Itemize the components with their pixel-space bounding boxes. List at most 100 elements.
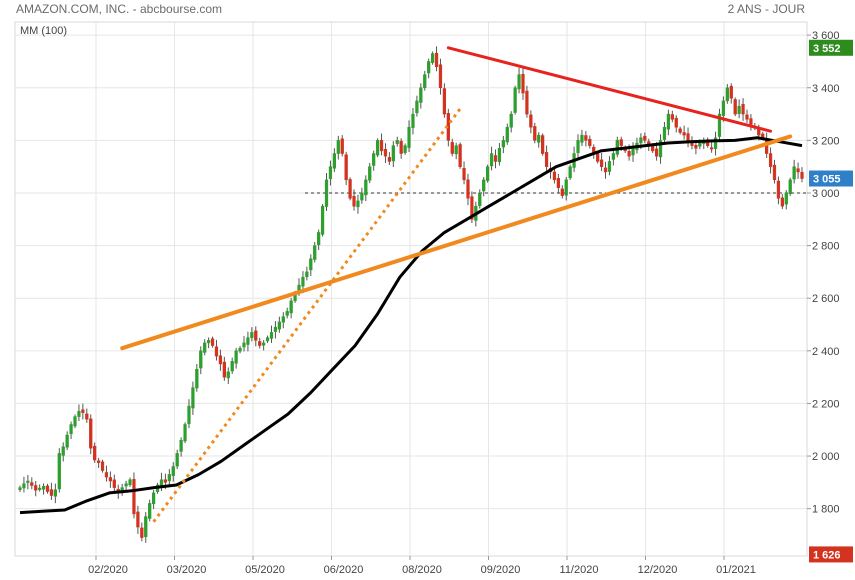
period-label: 2 ANS - JOUR	[727, 2, 805, 16]
candle-up	[324, 179, 329, 207]
candle-down	[81, 409, 85, 413]
candle-down	[140, 527, 144, 538]
candle-up	[615, 140, 619, 155]
candle-up	[509, 113, 513, 128]
candle-down	[93, 445, 97, 461]
candle-up	[427, 61, 431, 74]
candle-up	[171, 466, 175, 476]
candle-down	[214, 346, 219, 357]
y-tick-label: 2 200	[812, 398, 840, 410]
candle-up	[238, 347, 242, 352]
x-tick-label: 12/2020	[638, 564, 678, 576]
candle-down	[733, 99, 737, 115]
candle-down	[218, 355, 223, 365]
candle-up	[517, 74, 521, 90]
candle-up	[77, 411, 81, 417]
price-badge	[809, 39, 853, 56]
candle-down	[643, 135, 647, 141]
candle-up	[148, 503, 152, 519]
moving-average-line	[19, 136, 803, 515]
candle-up	[537, 134, 541, 143]
candle-up	[564, 179, 568, 196]
y-tick-label: 3 200	[812, 135, 840, 147]
candle-up	[226, 371, 230, 379]
candle-up	[269, 332, 274, 339]
candle-up	[639, 137, 643, 144]
candle-down	[800, 172, 804, 179]
candle-up	[576, 140, 580, 153]
candle-up	[65, 434, 69, 448]
candle-up	[22, 483, 26, 489]
candle-down	[34, 485, 38, 491]
candle-up	[607, 161, 612, 172]
candle-down	[383, 149, 388, 157]
x-tick-label: 05/2020	[245, 564, 285, 576]
candle-up	[250, 332, 254, 338]
candle-down	[678, 128, 682, 133]
candle-up	[332, 153, 336, 169]
candle-up	[717, 113, 722, 137]
candle-down	[163, 479, 168, 483]
candle-up	[721, 100, 726, 116]
candle-up	[505, 126, 509, 143]
candle-up	[301, 276, 305, 287]
candle-down	[100, 461, 105, 471]
candle-up	[281, 316, 285, 323]
candle-down	[741, 103, 745, 115]
candle-down	[627, 151, 631, 157]
candle-up	[403, 145, 407, 153]
candle-down	[442, 88, 447, 115]
candle-down	[596, 153, 600, 162]
candle-down	[85, 413, 89, 420]
candle-up	[151, 492, 156, 505]
candle-down	[470, 196, 474, 220]
candle-down	[765, 139, 769, 154]
y-tick-label: 1 800	[812, 504, 840, 516]
y-tick-label: 2 800	[812, 241, 840, 253]
candle-up	[289, 300, 293, 314]
chart-title: AMAZON.COM, INC. - abcbourse.com	[16, 2, 223, 16]
candle-down	[387, 157, 392, 162]
candle-up	[666, 113, 671, 130]
candle-up	[285, 311, 289, 316]
price-badges: 3 552 3 055 1 626	[809, 39, 853, 563]
price-badge	[809, 170, 853, 187]
candle-down	[674, 117, 678, 128]
candle-down	[399, 140, 403, 154]
x-tick-label: 06/2020	[324, 564, 364, 576]
candle-up	[317, 232, 321, 246]
y-tick-label: 2 400	[812, 346, 840, 358]
candle-up	[725, 87, 729, 102]
x-tick-label: 03/2020	[167, 564, 207, 576]
candle-up	[698, 142, 702, 147]
candle-down	[670, 114, 674, 120]
candle-down	[210, 338, 215, 346]
candle-up	[230, 361, 234, 372]
y-axis: 3 600 3 400 3 200 3 000 2 800 2 600 2 400 2 200…	[807, 30, 840, 516]
candle-down	[340, 138, 344, 154]
candle-down	[603, 167, 608, 173]
candle-up	[203, 342, 207, 353]
candle-up	[320, 205, 325, 235]
candle-up	[18, 487, 22, 490]
candle-up	[611, 153, 616, 160]
candle-down	[132, 479, 136, 515]
candle-up	[38, 487, 42, 490]
candle-up	[568, 166, 572, 179]
candle-up	[328, 166, 333, 179]
candle-down	[541, 135, 545, 154]
candle-up	[183, 424, 187, 442]
candle-up	[356, 200, 360, 208]
candle-down	[556, 178, 560, 188]
candlestick-series	[18, 46, 804, 543]
candle-down	[344, 154, 348, 181]
candle-up	[478, 192, 482, 206]
candle-up	[737, 105, 741, 114]
candle-up	[662, 126, 667, 140]
candle-up	[513, 87, 517, 113]
price-badge-label: 1 626	[813, 549, 841, 561]
candle-down	[458, 144, 462, 167]
candle-down	[96, 460, 101, 463]
y-tick-label: 3 000	[812, 188, 840, 200]
indicator-label: MM (100)	[20, 25, 67, 37]
